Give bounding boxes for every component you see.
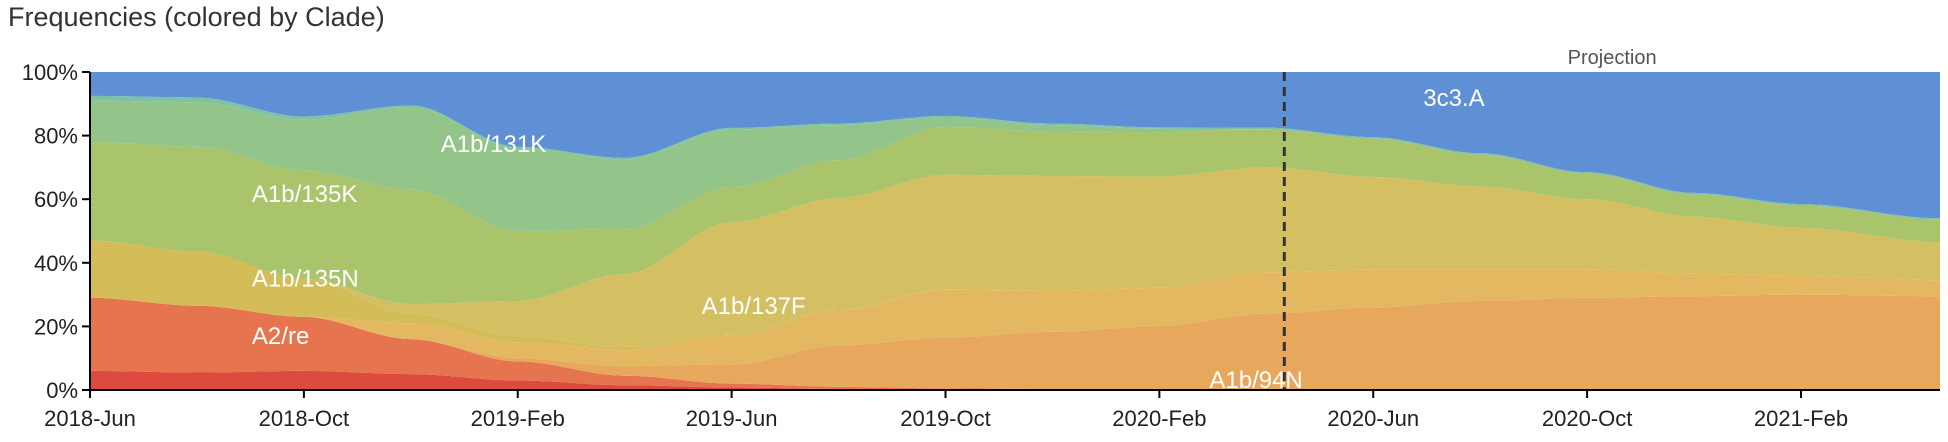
- projection-marker: Projection: [1282, 47, 1657, 390]
- label-a1b-135n: A1b/135N: [252, 266, 359, 293]
- area-a1b-135k: [90, 127, 1940, 305]
- y-tick: 100%: [22, 60, 90, 85]
- x-tick: 2018-Oct: [259, 390, 350, 431]
- x-tick: 2018-Jun: [44, 390, 136, 431]
- x-tick: 2020-Jun: [1327, 390, 1419, 431]
- x-tick-label: 2018-Jun: [44, 406, 136, 431]
- x-tick: 2020-Oct: [1542, 390, 1633, 431]
- x-tick-label: 2020-Jun: [1327, 406, 1419, 431]
- y-tick: 0%: [46, 378, 90, 403]
- x-tick-label: 2019-Jun: [686, 406, 778, 431]
- y-tick-label: 20%: [34, 314, 78, 339]
- y-tick: 20%: [34, 314, 90, 339]
- area-3c3-a: [90, 72, 1940, 219]
- x-tick: 2019-Feb: [471, 390, 565, 431]
- x-tick-label: 2019-Feb: [471, 406, 565, 431]
- area-orange2: [90, 269, 1940, 367]
- x-axis: 2018-Jun 2018-Oct 2019-Feb 2019-Jun 2019-Oct…: [44, 389, 1940, 431]
- area-a1b-94n: [90, 294, 1940, 390]
- projection-label: Projection: [1568, 47, 1657, 69]
- y-tick-label: 100%: [22, 60, 78, 85]
- area-a1b-137f: [90, 167, 1940, 348]
- y-tick-label: 80%: [34, 124, 78, 149]
- x-tick: 2021-Feb: [1754, 390, 1848, 431]
- y-tick: 60%: [34, 187, 90, 212]
- y-axis: 0% 20% 40% 60% 80% 100%: [22, 60, 91, 403]
- y-tick-label: 0%: [46, 378, 78, 403]
- chart-title: Frequencies (colored by Clade): [8, 2, 385, 32]
- y-tick-label: 40%: [34, 251, 78, 276]
- label-3c3-a: 3c3.A: [1423, 85, 1484, 112]
- x-tick-label: 2020-Feb: [1112, 406, 1206, 431]
- x-tick: 2019-Oct: [900, 390, 991, 431]
- area-red: [90, 370, 1940, 390]
- y-tick: 40%: [34, 251, 90, 276]
- x-tick-label: 2020-Oct: [1542, 406, 1633, 431]
- x-tick: 2019-Jun: [686, 390, 778, 431]
- x-tick: 2020-Feb: [1112, 390, 1206, 431]
- y-tick: 80%: [34, 124, 90, 149]
- label-a1b-131k: A1b/131K: [441, 131, 546, 158]
- x-tick-label: 2019-Oct: [900, 406, 991, 431]
- label-a1b-135k: A1b/135K: [252, 181, 357, 208]
- x-tick-label: 2018-Oct: [259, 406, 350, 431]
- area-a2-re: [90, 297, 1940, 390]
- label-a1b-137f: A1b/137F: [702, 293, 806, 320]
- area-a1b-131k: [90, 100, 1940, 232]
- y-tick-label: 60%: [34, 187, 78, 212]
- x-tick-label: 2021-Feb: [1754, 406, 1848, 431]
- stream-areas: [90, 72, 1940, 390]
- label-a2-re: A2/re: [252, 323, 309, 350]
